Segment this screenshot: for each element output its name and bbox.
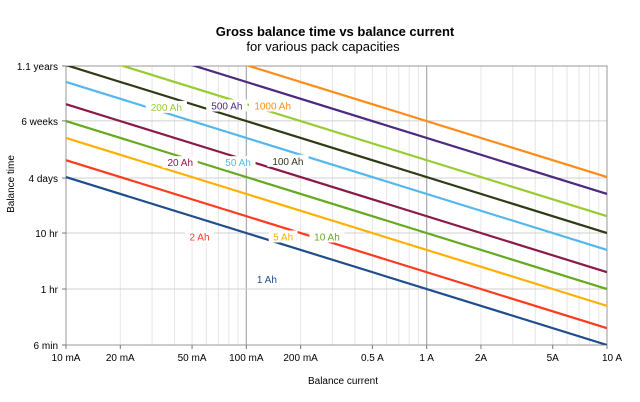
series-label: 500 Ah [211,101,242,112]
series-label: 1 Ah [257,275,277,286]
series-line [245,66,607,179]
x-tick-label: 0.5 A [361,353,384,364]
series-line [66,176,607,345]
series-line [66,103,607,274]
series-label: 200 Ah [151,103,182,114]
series-label-bg [185,230,214,243]
x-tick-label: 2A [475,353,488,364]
series-line [66,159,607,330]
series-line [191,66,607,195]
y-tick-label: 10 hr [35,229,58,240]
series-label-bg [162,156,198,169]
series-label: 10 Ah [314,232,340,243]
chart-title: Gross balance time vs balance current [215,24,455,39]
x-tick-label: 10 A [602,353,622,364]
series-label-bg [267,154,309,167]
x-tick-label: 50 mA [178,353,207,364]
minor-grid [119,66,600,345]
x-tick-label: 20 mA [106,353,135,364]
y-tick-label: 1 hr [41,285,59,296]
series-label: 100 Ah [272,157,303,168]
series-line [66,120,607,291]
x-tick-label: 200 mA [283,353,318,364]
series-label-bg [206,99,248,112]
series-label-bg [268,230,298,243]
x-tick-label: 5A [547,353,560,364]
series-line [66,66,607,235]
chart-subtitle: for various pack capacities [246,39,400,54]
y-tick-label: 4 days [29,174,58,185]
x-tick-label: 100 mA [229,353,264,364]
y-tick-labels: 6 min 1 hr 10 hr 4 days 6 weeks 1.1 years [17,62,66,352]
x-tick-label: 1 A [419,353,434,364]
series-label: 5 Ah [273,232,293,243]
series-label-bg [220,156,256,169]
y-tick-label: 1.1 years [17,62,58,73]
x-tick-label: 10 mA [52,353,81,364]
series-label-bg [145,100,187,113]
series-line [119,66,607,218]
series-label: 2 Ah [189,232,209,243]
y-tick-label: 6 min [34,341,58,352]
x-tick-labels: 10 mA 20 mA 50 mA 100 mA 200 mA 0.5 A 1 A 2A 5A 1… [52,345,622,364]
series-label: 1000 Ah [254,101,291,112]
series-line [66,136,607,307]
series-label-bg [309,230,345,243]
y-axis-label: Balance time [6,155,17,213]
series-label-bg [248,99,297,112]
series-lines [66,66,607,345]
series-label: 50 Ah [225,158,251,169]
series-label-bg [252,272,282,285]
x-axis-label: Balance current [308,376,378,387]
series-label: 20 Ah [167,158,193,169]
series-labels: 1 Ah 2 Ah 5 Ah 10 Ah 20 Ah 50 Ah 100 Ah 200 Ah 5… [145,99,345,286]
plot-frame [65,65,608,346]
y-tick-label: 6 weeks [21,117,58,128]
